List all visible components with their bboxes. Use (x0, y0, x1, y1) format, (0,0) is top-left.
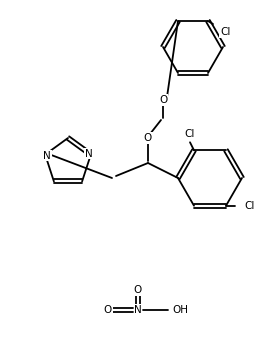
Text: O: O (134, 285, 142, 295)
Text: Cl: Cl (244, 201, 254, 211)
Text: N: N (85, 149, 93, 159)
Text: OH: OH (172, 305, 188, 315)
Text: O: O (104, 305, 112, 315)
Text: N: N (43, 151, 51, 160)
Text: Cl: Cl (220, 27, 230, 37)
Text: O: O (144, 133, 152, 143)
Text: N: N (134, 305, 142, 315)
Text: Cl: Cl (185, 129, 195, 139)
Text: O: O (159, 95, 167, 105)
